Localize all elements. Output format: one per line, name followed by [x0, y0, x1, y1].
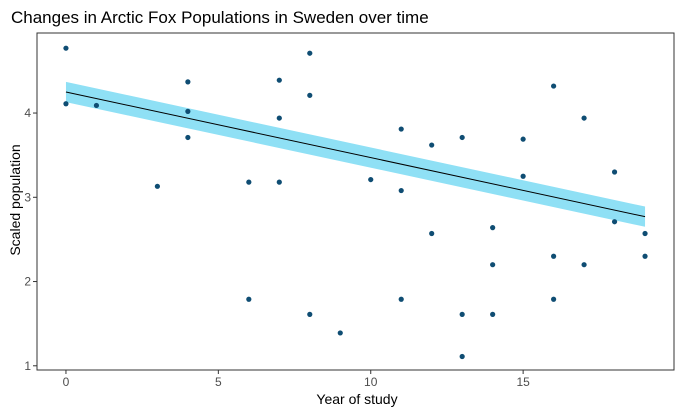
data-point [459, 353, 465, 360]
data-point [551, 296, 557, 302]
data-point [63, 45, 69, 51]
data-point [276, 77, 282, 83]
trend-line [65, 91, 646, 218]
data-point [337, 330, 343, 336]
data-point [520, 136, 526, 142]
y-tick-label: 2 [24, 275, 31, 289]
y-tick-label: 4 [24, 106, 31, 120]
data-point [490, 311, 496, 317]
x-tick-label: 5 [215, 375, 222, 389]
data-point [490, 262, 496, 268]
data-point [551, 253, 557, 259]
data-point [611, 219, 618, 225]
x-tick-label: 0 [63, 375, 70, 389]
y-tick-label: 3 [24, 190, 31, 204]
data-point [642, 230, 648, 237]
data-point [307, 311, 313, 317]
trend-line-layer [65, 91, 646, 218]
data-point [459, 311, 465, 317]
data-point [368, 176, 374, 183]
data-point [642, 253, 648, 259]
data-point [581, 262, 587, 268]
data-point [307, 92, 313, 98]
data-point [63, 101, 69, 107]
plot-panel-border [36, 32, 675, 371]
data-point [611, 169, 618, 175]
y-axis: 1 2 3 4 [24, 106, 37, 373]
data-point [246, 179, 252, 185]
y-tick-label: 1 [24, 359, 31, 373]
data-point [154, 183, 160, 189]
x-tick-label: 10 [364, 375, 378, 389]
data-point [398, 187, 404, 194]
data-point [398, 296, 404, 302]
data-point [490, 225, 496, 231]
data-point [93, 102, 100, 109]
data-point [276, 179, 282, 185]
chart-title: Changes in Arctic Fox Populations in Swe… [11, 8, 429, 27]
x-axis-title: Year of study [316, 391, 397, 407]
data-point [246, 296, 252, 302]
x-axis: 0 5 10 15 [63, 370, 530, 389]
data-point [551, 83, 557, 89]
data-point [429, 230, 435, 237]
data-points-layer [63, 45, 648, 360]
data-point [185, 108, 191, 114]
data-point [185, 134, 191, 141]
y-axis-title: Scaled population [7, 144, 23, 255]
data-point [307, 50, 313, 56]
x-tick-label: 15 [516, 375, 530, 389]
data-point [276, 115, 282, 121]
data-point [398, 126, 404, 132]
data-point [581, 115, 587, 121]
data-point [185, 79, 191, 85]
data-point [429, 142, 435, 148]
data-point [459, 134, 465, 141]
data-point [520, 173, 526, 179]
